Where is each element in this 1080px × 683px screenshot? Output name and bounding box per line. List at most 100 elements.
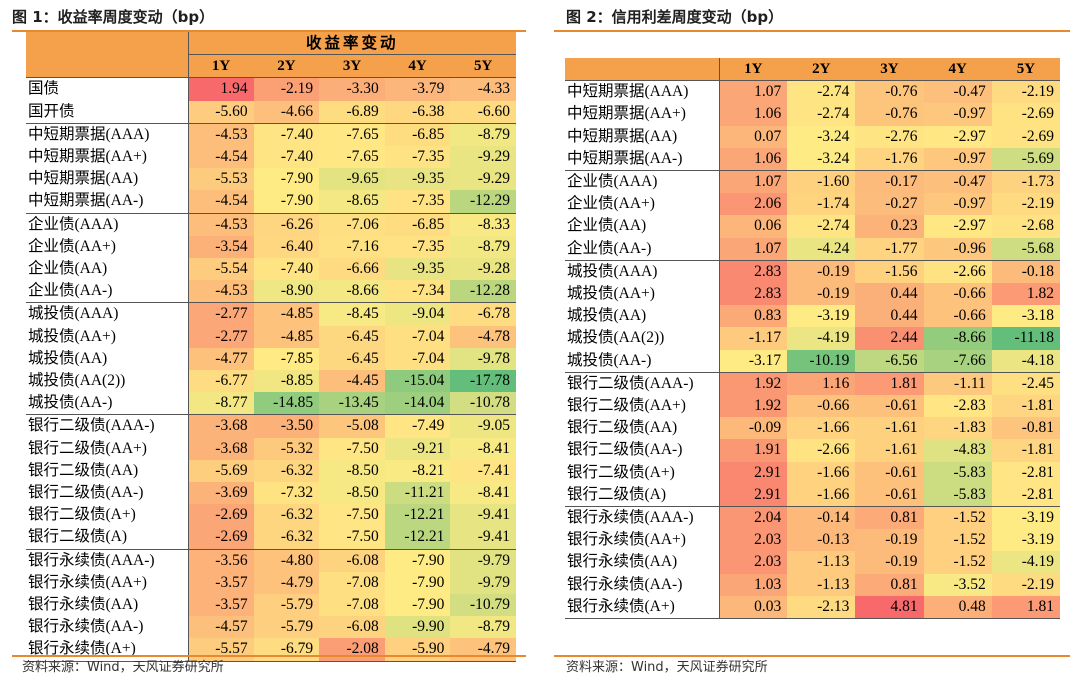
heatmap-cell: -9.35 (384, 258, 451, 281)
heatmap-cell: -7.35 (384, 146, 451, 169)
table-row: 银行永续债(AAA-) 2.04 -0.14 0.81 -1.52 -3.19 (565, 506, 1060, 530)
heatmap-cell: -3.56 (188, 548, 254, 572)
row-label: 城投债(AAA) (565, 259, 720, 284)
heatmap-cell: 1.82 (991, 283, 1060, 306)
table-row: 国债 1.94 -2.19 -3.30 -3.79 -4.33 (26, 77, 516, 101)
heatmap-cell: -4.54 (188, 190, 254, 214)
table-row: 银行二级债(AA+) -3.68 -5.32 -7.50 -9.21 -8.41 (26, 437, 516, 460)
table-row: 中短期票据(AAA) -4.53 -7.40 -7.65 -6.85 -8.79 (26, 122, 516, 147)
heatmap-cell: -10.79 (450, 594, 516, 617)
table-row: 城投债(AAA) 2.83 -0.19 -1.56 -2.66 -0.18 (565, 259, 1060, 284)
heatmap-cell: -5.53 (188, 168, 254, 191)
heatmap-cell: -6.32 (253, 526, 320, 550)
heatmap-cell: -3.79 (384, 77, 451, 101)
heatmap-cell: -6.89 (319, 100, 385, 124)
heatmap-cell: -7.08 (319, 571, 385, 595)
column-header-5y: 5Y (450, 54, 516, 78)
heatmap-cell: -5.69 (991, 147, 1060, 172)
figure2-title-rule (554, 30, 1070, 32)
table-row: 银行永续债(AAA-) -3.56 -4.80 -6.08 -7.90 -9.79 (26, 548, 516, 572)
row-label: 企业债(AAA) (26, 212, 189, 236)
table-row: 中短期票据(AAA) 1.07 -2.74 -0.76 -0.47 -2.19 (565, 80, 1060, 104)
heatmap-cell: -9.79 (450, 548, 516, 572)
column-header-2y: 2Y (253, 54, 320, 78)
heatmap-cell: -8.85 (253, 370, 320, 393)
heatmap-cell: -7.49 (384, 414, 451, 438)
heatmap-cell: -9.90 (384, 616, 451, 639)
heatmap-cell: -2.74 (787, 215, 856, 238)
row-label: 城投债(AA+) (565, 283, 720, 306)
heatmap-cell: -2.19 (991, 573, 1060, 596)
heatmap-cell: 2.06 (719, 193, 788, 216)
table-row: 企业债(AA+) -3.54 -6.40 -7.16 -7.35 -8.79 (26, 235, 516, 259)
heatmap-cell: -10.78 (450, 392, 516, 416)
heatmap-cell: -2.81 (991, 461, 1060, 484)
heatmap-cell: -8.33 (450, 212, 516, 236)
heatmap-cell: -2.19 (253, 77, 320, 101)
heatmap-cell: -0.97 (923, 193, 992, 216)
heatmap-cell: 2.91 (719, 483, 788, 508)
heatmap-cell: -8.50 (319, 459, 385, 483)
heatmap-cell: -5.60 (188, 100, 254, 124)
heatmap-cell: -0.18 (991, 259, 1060, 284)
row-label: 银行二级债(A+) (565, 461, 720, 484)
heatmap-cell: 2.44 (855, 327, 924, 350)
table-row: 中短期票据(AA-) -4.54 -7.90 -8.65 -7.35 -12.29 (26, 190, 516, 214)
row-label: 银行二级债(AA) (565, 417, 720, 440)
figure2-source-rule (554, 655, 1070, 657)
heatmap-cell: 0.03 (719, 595, 788, 620)
row-label: 银行永续债(AA-) (565, 573, 720, 596)
table-row: 银行永续债(A+) -5.57 -6.79 -2.08 -5.90 -4.79 (26, 638, 516, 662)
column-header-4y: 4Y (384, 54, 451, 78)
heatmap-cell: -4.77 (188, 347, 254, 371)
heatmap-cell: -3.19 (991, 506, 1060, 530)
heatmap-cell: 0.81 (855, 506, 924, 530)
figure1-source-rule (12, 655, 526, 657)
heatmap-cell: -7.40 (253, 146, 320, 169)
heatmap-cell: -9.35 (384, 168, 451, 191)
header-row-tenors: 1Y 2Y 3Y 4Y 5Y (26, 54, 516, 78)
heatmap-cell: -0.66 (923, 283, 992, 306)
heatmap-cell: -3.50 (253, 414, 320, 438)
column-header-1y: 1Y (719, 58, 788, 81)
heatmap-cell: -9.29 (450, 146, 516, 169)
table-row: 企业债(AA-) 1.07 -4.24 -1.77 -0.96 -5.68 (565, 237, 1060, 261)
heatmap-cell: -9.78 (450, 347, 516, 371)
figure2-heatmap-table: 1Y 2Y 3Y 4Y 5Y 中短期票据(AAA) 1.07 -2.74 -0.76 -0.47-… (565, 58, 1060, 620)
heatmap-cell: -2.66 (787, 439, 856, 462)
heatmap-cell: -0.97 (923, 147, 992, 172)
heatmap-cell: -1.13 (787, 551, 856, 574)
heatmap-cell: -4.18 (991, 349, 1060, 373)
heatmap-cell: -3.54 (188, 235, 254, 259)
heatmap-cell: -2.74 (787, 80, 856, 104)
table-row: 银行二级债(A) 2.91 -1.66 -0.61 -5.83 -2.81 (565, 483, 1060, 508)
heatmap-cell: -4.19 (787, 327, 856, 350)
heatmap-cell: -2.19 (991, 80, 1060, 104)
heatmap-cell: -4.53 (188, 212, 254, 236)
header-row-group: 收益率变动 (26, 32, 516, 56)
column-header-4y: 4Y (923, 58, 992, 81)
table-row: 中短期票据(AA+) -4.54 -7.40 -7.65 -7.35 -9.29 (26, 146, 516, 169)
heatmap-cell: -6.40 (253, 235, 320, 259)
heatmap-cell: -8.79 (450, 122, 516, 147)
heatmap-cell: -9.04 (384, 302, 451, 326)
heatmap-cell: -5.68 (991, 237, 1060, 261)
heatmap-cell: -2.69 (188, 526, 254, 550)
heatmap-cell: -7.04 (384, 347, 451, 371)
heatmap-cell: -12.28 (450, 280, 516, 304)
table-row: 银行二级债(A+) 2.91 -1.66 -0.61 -5.83 -2.81 (565, 461, 1060, 484)
heatmap-cell: -6.79 (253, 638, 320, 662)
heatmap-cell: -3.18 (991, 305, 1060, 328)
figure2-title: 图 2：信用利差周度变动（bp） (566, 8, 784, 26)
heatmap-cell: -0.19 (787, 283, 856, 306)
heatmap-cell: -0.19 (855, 529, 924, 552)
table-row: 银行永续债(A+) 0.03 -2.13 4.81 0.48 1.81 (565, 595, 1060, 620)
row-label: 城投债(AA-) (565, 349, 720, 373)
column-header-2y: 2Y (787, 58, 856, 81)
heatmap-cell: -11.21 (384, 482, 451, 505)
heatmap-cell: -2.77 (188, 325, 254, 348)
heatmap-cell: -1.77 (855, 237, 924, 261)
heatmap-cell: -7.90 (253, 190, 320, 214)
heatmap-cell: -6.38 (384, 100, 451, 124)
heatmap-cell: 1.07 (719, 80, 788, 104)
